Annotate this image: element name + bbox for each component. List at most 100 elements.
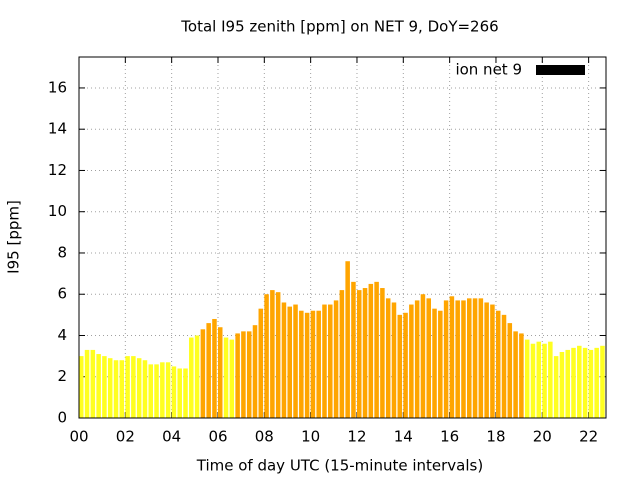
bar — [229, 339, 235, 418]
bar — [299, 310, 304, 418]
bar — [258, 308, 264, 418]
x-tick-label: 06 — [208, 428, 227, 446]
bar — [217, 327, 223, 418]
y-tick-label: 0 — [57, 409, 67, 427]
bar — [490, 304, 495, 418]
bar — [565, 349, 570, 418]
bar — [461, 300, 466, 418]
bar — [507, 323, 513, 418]
bar — [513, 331, 518, 418]
bar — [113, 360, 119, 418]
bar — [478, 298, 484, 418]
bar — [397, 314, 403, 418]
bar — [536, 341, 542, 418]
bar — [577, 345, 582, 418]
x-tick-label: 16 — [440, 428, 459, 446]
x-tick-label: 08 — [255, 428, 274, 446]
x-tick-label: 02 — [116, 428, 135, 446]
bar — [553, 356, 559, 418]
x-tick-label: 04 — [162, 428, 181, 446]
bar — [281, 302, 287, 418]
bar — [107, 358, 113, 418]
bar — [548, 341, 553, 418]
bar — [443, 300, 449, 418]
bar — [287, 306, 293, 418]
bar — [495, 310, 501, 418]
x-axis-label: Time of day UTC (15-minute intervals) — [196, 457, 483, 475]
bar — [432, 308, 437, 418]
bar — [484, 302, 489, 418]
y-tick-label: 16 — [48, 78, 67, 96]
bar — [90, 349, 96, 418]
chart-title: Total I95 zenith [ppm] on NET 9, DoY=266 — [180, 18, 498, 36]
bar — [449, 296, 455, 418]
bar — [125, 356, 130, 418]
bar — [391, 302, 397, 418]
bar — [368, 283, 374, 418]
bar — [200, 329, 206, 418]
bar — [328, 304, 333, 418]
bar — [194, 335, 200, 418]
plot-frame — [78, 56, 607, 419]
bar — [79, 356, 84, 418]
x-tick-label: 22 — [579, 428, 598, 446]
x-tick-label: 18 — [486, 428, 505, 446]
bar — [252, 325, 258, 418]
bar — [206, 323, 211, 418]
y-tick-label: 10 — [48, 202, 67, 220]
bar — [270, 290, 275, 418]
bar — [165, 362, 171, 418]
bar — [409, 304, 414, 418]
y-tick-label: 12 — [48, 161, 67, 179]
bar — [293, 304, 298, 418]
bar — [362, 288, 368, 418]
y-tick-label: 8 — [57, 243, 67, 261]
bar — [148, 364, 154, 418]
bar — [264, 294, 269, 418]
y-tick-label: 6 — [57, 285, 67, 303]
bar — [385, 298, 391, 418]
bar — [588, 349, 594, 418]
bar — [559, 351, 565, 418]
bar — [600, 345, 605, 418]
bar — [177, 368, 182, 418]
bar — [519, 333, 524, 418]
bar — [160, 362, 165, 418]
bar — [84, 349, 90, 418]
bar — [420, 294, 426, 418]
bar — [316, 310, 321, 418]
bar — [414, 300, 420, 418]
bar — [333, 300, 339, 418]
y-tick-label: 4 — [57, 326, 67, 344]
bar — [571, 347, 576, 418]
legend-label: ion net 9 — [455, 61, 522, 79]
bar — [102, 356, 107, 418]
bar — [467, 298, 472, 418]
bar — [304, 312, 310, 418]
bar — [542, 343, 547, 418]
bar — [356, 290, 362, 418]
bar — [380, 288, 385, 418]
bar — [189, 337, 194, 418]
bar — [472, 298, 478, 418]
bar — [582, 347, 588, 418]
x-tick-label: 00 — [69, 428, 88, 446]
bar — [183, 368, 188, 418]
y-tick-label: 2 — [57, 367, 67, 385]
bar — [524, 339, 530, 418]
y-tick-label: 14 — [48, 120, 67, 138]
legend-swatch — [536, 65, 585, 75]
bar — [171, 366, 177, 418]
bar — [223, 337, 229, 418]
bar — [345, 261, 350, 418]
bar — [142, 360, 148, 418]
bar — [275, 292, 281, 418]
bar — [235, 333, 240, 418]
x-tick-label: 20 — [533, 428, 552, 446]
bar — [426, 298, 431, 418]
bar — [351, 281, 356, 418]
bar — [339, 290, 345, 418]
bar — [310, 310, 316, 418]
x-tick-label: 10 — [301, 428, 320, 446]
